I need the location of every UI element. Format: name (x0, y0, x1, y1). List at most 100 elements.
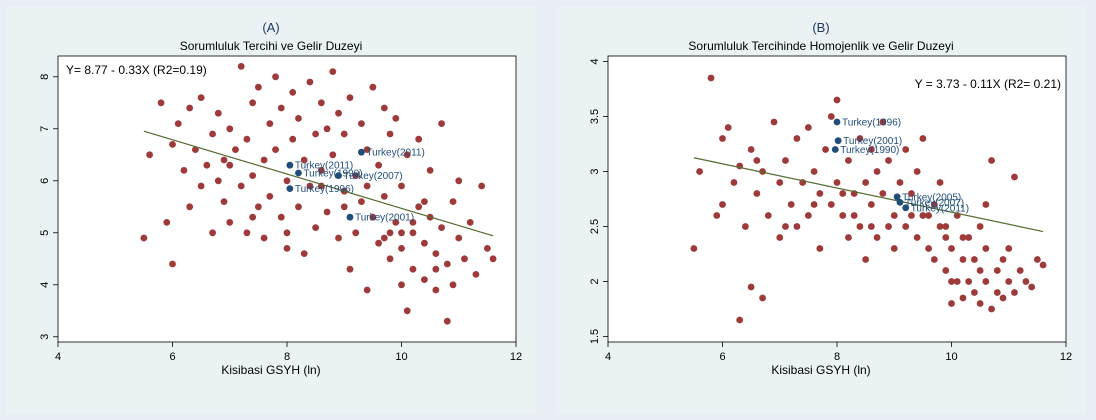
data-point (312, 224, 320, 232)
data-point (936, 179, 944, 186)
data-point (186, 203, 194, 211)
data-point (753, 190, 761, 197)
data-point (919, 135, 927, 142)
y-tick-label: 7 (39, 126, 51, 132)
data-point (959, 234, 967, 241)
highlight-label: Turkey(2007) (344, 171, 403, 182)
data-point (346, 265, 354, 273)
highlight-point (831, 146, 839, 153)
data-point (386, 255, 394, 263)
data-point (358, 120, 365, 127)
data-point (1028, 283, 1036, 291)
data-point (976, 300, 984, 307)
data-point (214, 109, 222, 117)
data-point (999, 256, 1007, 263)
data-point (793, 135, 801, 142)
data-point (197, 182, 205, 190)
data-point (455, 234, 463, 242)
data-point (409, 229, 417, 237)
data-point (329, 68, 337, 75)
chart-title: Sorumluluk Tercihinde Homojenlik ve Geli… (688, 39, 953, 53)
data-point (993, 267, 1001, 274)
data-point (827, 201, 835, 208)
data-point (398, 245, 405, 252)
data-point (879, 118, 887, 126)
data-point (438, 224, 445, 232)
data-point (237, 63, 245, 70)
plot-area (607, 55, 1067, 343)
data-point (386, 229, 394, 237)
data-point (249, 213, 257, 221)
plot-area (57, 55, 517, 343)
highlight-label: Turkey(2011) (911, 203, 969, 214)
data-point (449, 281, 457, 289)
y-tick-label: 3 (589, 168, 601, 174)
data-point (793, 223, 801, 230)
data-point (186, 104, 194, 112)
panel-label: (B) (812, 20, 829, 35)
data-point (157, 99, 165, 107)
data-point (283, 245, 291, 252)
data-point (850, 212, 858, 219)
data-point (209, 130, 216, 138)
data-point (810, 168, 818, 175)
data-point (398, 182, 405, 190)
highlight-label: Turkey(2001) (355, 213, 414, 224)
data-point (403, 307, 411, 315)
data-point (237, 182, 245, 190)
y-tick-label: 1.5 (589, 329, 601, 344)
data-point (919, 212, 927, 219)
data-point (782, 223, 789, 230)
data-point (443, 260, 451, 268)
data-point (719, 135, 726, 142)
data-point (885, 223, 892, 230)
data-point (908, 212, 915, 219)
data-point (971, 289, 978, 296)
data-point (856, 223, 864, 230)
fit-line (143, 130, 494, 237)
data-point (398, 229, 405, 237)
highlight-label: Turkey(2005) (902, 192, 961, 203)
data-point (959, 256, 967, 263)
data-point (254, 83, 262, 91)
data-point (976, 223, 984, 230)
data-point (312, 130, 320, 138)
x-tick-label: 8 (834, 351, 840, 363)
data-point (220, 156, 228, 164)
data-point (352, 172, 360, 180)
highlight-point (286, 161, 294, 169)
data-point (1016, 267, 1024, 274)
x-axis-label: Kisibasi GSYH (ln) (221, 363, 320, 377)
data-point (289, 135, 297, 143)
data-point (220, 198, 228, 206)
data-point (169, 141, 176, 148)
highlight-point (346, 213, 354, 221)
data-point (272, 146, 279, 154)
data-point (833, 179, 841, 186)
data-point (489, 255, 497, 263)
x-tick-label: 12 (1060, 351, 1072, 363)
data-point (277, 104, 285, 112)
data-point (971, 256, 978, 263)
panel-b: (B) Sorumluluk Tercihinde Homojenlik ve G… (556, 6, 1086, 414)
data-point (455, 177, 463, 185)
y-tick-label: 6 (39, 178, 51, 184)
data-point (942, 223, 950, 230)
data-point (392, 115, 400, 122)
data-point (948, 278, 955, 285)
data-point (192, 146, 199, 154)
data-point (816, 190, 824, 197)
data-point (289, 89, 297, 96)
data-point (787, 201, 795, 208)
data-point (483, 245, 491, 252)
data-point (266, 193, 274, 200)
data-point (804, 124, 812, 131)
data-point (283, 177, 291, 185)
data-point (747, 146, 755, 153)
data-point (421, 239, 428, 247)
data-point (163, 219, 171, 226)
data-point (1039, 261, 1047, 269)
data-point (925, 245, 932, 252)
data-point (300, 156, 308, 164)
data-point (902, 223, 910, 230)
